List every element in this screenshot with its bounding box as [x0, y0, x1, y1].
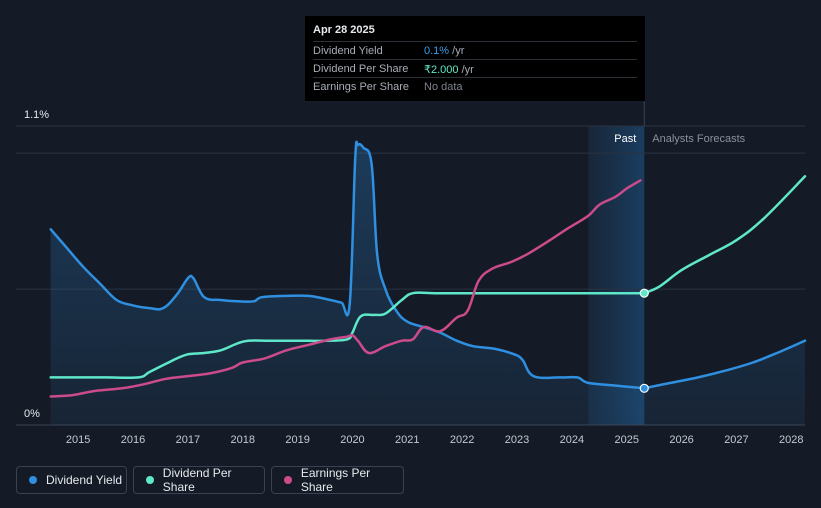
dividend-yield-forecast-line — [643, 339, 807, 390]
x-tick-label: 2015 — [66, 434, 90, 446]
tooltip-value: ₹2.000 /yr — [424, 63, 474, 76]
legend-label: Dividend Per Share — [162, 466, 232, 494]
x-tick-label: 2027 — [724, 434, 748, 446]
tooltip-row-dividend-per-share: Dividend Per Share ₹2.000 /yr — [313, 59, 637, 78]
legend-dot-icon — [284, 476, 292, 484]
tooltip-label: Earnings Per Share — [313, 81, 409, 93]
x-tick-label: 2024 — [560, 434, 584, 446]
x-tick-label: 2023 — [505, 434, 529, 446]
tooltip-value-number: No data — [424, 81, 463, 93]
tooltip-value: No data — [424, 81, 463, 93]
tooltip-value: 0.1% /yr — [424, 45, 464, 57]
x-tick-label: 2016 — [121, 434, 145, 446]
x-tick-label: 2028 — [779, 434, 803, 446]
past-label: Past — [614, 133, 636, 145]
tooltip-value-number: ₹2.000 — [424, 64, 459, 76]
tooltip-unit: /yr — [458, 64, 474, 76]
tooltip-row-earnings-per-share: Earnings Per Share No data — [313, 77, 637, 96]
tooltip-value-number: 0.1% — [424, 45, 450, 57]
tooltip-label: Dividend Yield — [313, 45, 383, 57]
x-tick-label: 2022 — [450, 434, 474, 446]
dividend-per-share-current-marker — [639, 288, 649, 298]
x-tick-label: 2025 — [614, 434, 638, 446]
x-tick-label: 2017 — [176, 434, 200, 446]
forecast-label: Analysts Forecasts — [652, 133, 745, 145]
x-tick-label: 2020 — [340, 434, 364, 446]
tooltip-date: Apr 28 2025 — [313, 24, 375, 36]
legend-item-dividend-yield[interactable]: Dividend Yield — [16, 466, 127, 494]
tooltip-unit: /yr — [449, 45, 465, 57]
dividend-yield-current-marker — [639, 383, 649, 393]
dividend-yield-area — [50, 141, 805, 426]
past-region-band — [588, 126, 645, 425]
legend-label: Dividend Yield — [46, 473, 123, 487]
y-tick-label-zero: 0% — [24, 408, 40, 420]
tooltip-label: Dividend Per Share — [313, 63, 409, 75]
x-tick-label: 2018 — [230, 434, 254, 446]
y-tick-label-top: 1.1% — [24, 109, 49, 121]
x-tick-label: 2026 — [669, 434, 693, 446]
tooltip-row-dividend-yield: Dividend Yield 0.1% /yr — [313, 41, 637, 60]
tooltip: Apr 28 2025 Dividend Yield 0.1% /yr Divi… — [305, 16, 645, 101]
dividend-yield-line — [49, 140, 646, 390]
dividend-per-share-line — [49, 291, 646, 380]
legend-dot-icon — [29, 476, 37, 484]
legend-label: Earnings Per Share — [300, 466, 371, 494]
legend-item-earnings-per-share[interactable]: Earnings Per Share — [271, 466, 404, 494]
legend-item-dividend-per-share[interactable]: Dividend Per Share — [133, 466, 265, 494]
legend-dot-icon — [146, 476, 154, 484]
earnings-per-share-line — [49, 179, 642, 398]
x-tick-label: 2019 — [285, 434, 309, 446]
dividend-per-share-forecast-line — [643, 175, 807, 295]
x-tick-label: 2021 — [395, 434, 419, 446]
